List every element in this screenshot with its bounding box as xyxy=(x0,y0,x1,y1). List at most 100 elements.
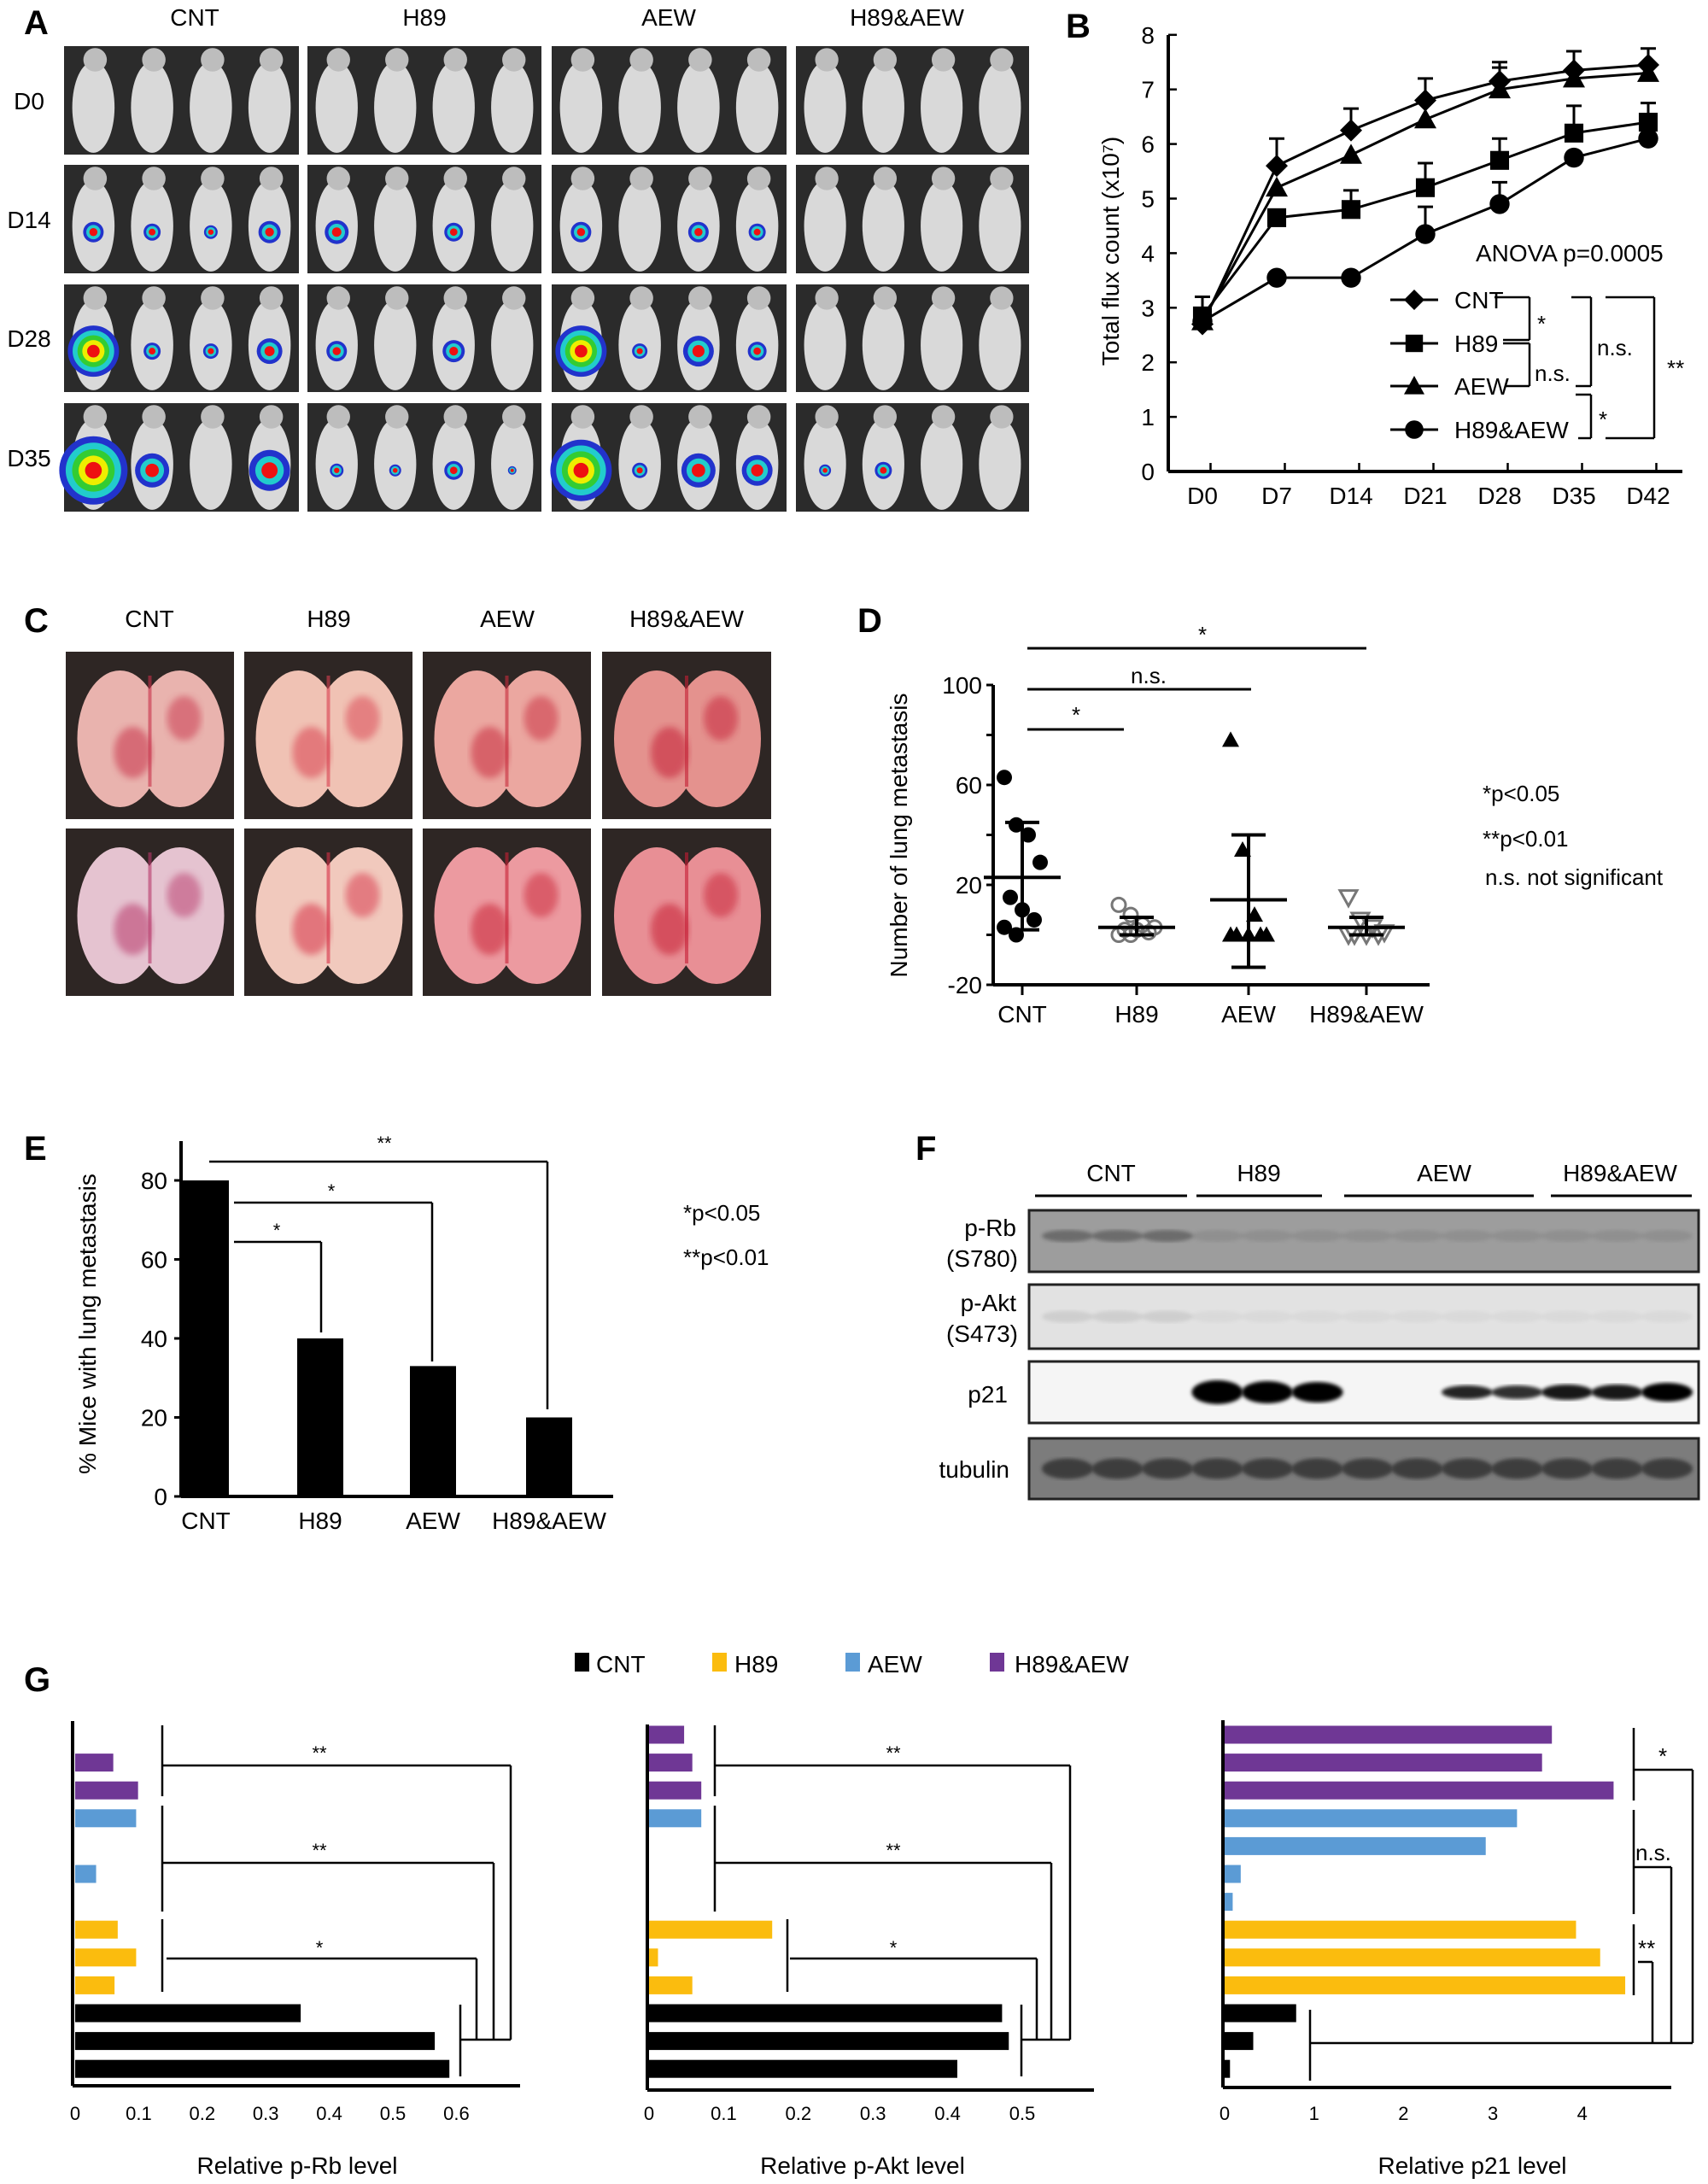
bar-aew xyxy=(1225,1893,1233,1912)
data-point xyxy=(1340,143,1362,164)
panel-c-group-aew: AEW xyxy=(480,606,535,632)
legend-marker xyxy=(1405,334,1424,353)
protein-band xyxy=(1391,1310,1443,1323)
x-tick-label: 0 xyxy=(1220,2103,1230,2124)
bar-h89aew xyxy=(649,1725,685,1744)
x-tick-label: H89&AEW xyxy=(492,1508,606,1534)
mouse-body xyxy=(491,180,534,272)
mouse-image-panel xyxy=(552,46,787,155)
panel-f-group-cnt: CNT xyxy=(1086,1160,1136,1186)
tissue-patch xyxy=(167,696,202,741)
mouse-body xyxy=(804,180,846,272)
chart-g1-xlabel: Relative p-Rb level xyxy=(197,2152,398,2179)
x-tick-label: H89&AEW xyxy=(1309,1001,1424,1028)
x-tick-label: CNT xyxy=(181,1508,231,1534)
mouse-body xyxy=(862,180,904,272)
protein-band xyxy=(1091,1310,1144,1323)
chart-b-sig-cnt-h89aew: ** xyxy=(1667,355,1684,381)
mouse-head xyxy=(385,167,409,190)
blot-label-pakt: p-Akt xyxy=(961,1290,1017,1316)
mouse-head xyxy=(502,405,526,429)
bar-cnt xyxy=(75,2032,436,2051)
protein-band xyxy=(1641,1458,1693,1479)
y-tick-label: 60 xyxy=(141,1247,167,1274)
bar-h89aew xyxy=(1225,1781,1614,1800)
protein-band xyxy=(1491,1230,1543,1242)
mouse-head xyxy=(815,48,839,72)
bar-h89aew xyxy=(75,1754,114,1772)
data-point xyxy=(1027,911,1042,928)
data-point xyxy=(1414,108,1436,129)
x-tick-label: 0 xyxy=(644,2103,654,2124)
mouse-body xyxy=(979,180,1021,272)
luminescence-signal xyxy=(822,467,828,473)
y-tick-label: 20 xyxy=(141,1405,167,1432)
data-point xyxy=(1222,926,1239,942)
mouse-image-panel xyxy=(552,165,787,273)
mouse-body xyxy=(190,61,232,153)
luminescence-signal xyxy=(149,348,156,355)
mouse-body xyxy=(677,61,720,153)
data-point xyxy=(1564,123,1584,143)
panel-label-e: E xyxy=(24,1130,47,1168)
bar-cnt xyxy=(1225,2004,1296,2023)
mouse-image-panel xyxy=(64,284,299,392)
bar-h89aew xyxy=(649,1781,702,1800)
g-legend-h89: H89 xyxy=(734,1651,778,1678)
bar-cnt xyxy=(75,2004,301,2023)
mouse-head xyxy=(815,167,839,190)
mouse-body xyxy=(921,419,963,510)
chart-e-sig-h89aew: ** xyxy=(377,1133,392,1154)
protein-band xyxy=(1591,1230,1643,1242)
luminescence-signal xyxy=(449,228,458,237)
tissue-patch xyxy=(704,696,738,741)
group-h89 xyxy=(1098,896,1175,943)
panel-label-f: F xyxy=(915,1130,936,1168)
chart-b-sig-cnt-h89: * xyxy=(1537,311,1546,337)
data-point xyxy=(1266,208,1287,227)
x-tick-label: D21 xyxy=(1403,483,1447,509)
chart-g2-sig-h89: * xyxy=(890,1937,898,1959)
mouse-body xyxy=(374,300,417,390)
luminescence-signal xyxy=(691,463,705,477)
mouse-image-panel xyxy=(796,46,1029,155)
mouse-head xyxy=(990,48,1014,72)
mouse-body xyxy=(248,61,291,153)
data-point xyxy=(1252,926,1269,942)
mouse-head xyxy=(259,405,284,429)
mouse-head xyxy=(931,48,956,72)
lung-photo xyxy=(66,652,234,819)
mouse-image-panel xyxy=(59,403,299,512)
blot-p-akt xyxy=(1027,1283,1700,1350)
protein-band xyxy=(1491,1310,1543,1323)
mouse-image-panel xyxy=(307,46,541,155)
mouse-head xyxy=(142,167,166,190)
protein-band xyxy=(1042,1230,1093,1242)
mouse-head xyxy=(326,286,350,310)
panel-a-group-cnt: CNT xyxy=(170,4,219,31)
chart-d-sig-aew: n.s. xyxy=(1131,663,1167,688)
mouse-image-panel xyxy=(796,403,1029,512)
luminescence-signal xyxy=(753,228,761,236)
bar-aew xyxy=(410,1366,456,1496)
chart-d-ylabel: Number of lung metastasis xyxy=(886,693,912,977)
chart-b-legend-aew: AEW xyxy=(1454,373,1509,400)
bar-cnt xyxy=(649,2059,957,2078)
x-tick-label: 0.2 xyxy=(786,2103,812,2124)
x-tick-label: 0.4 xyxy=(934,2103,961,2124)
panel-label-a: A xyxy=(24,4,49,42)
data-point xyxy=(1266,176,1288,197)
panel-a-group-h89: H89 xyxy=(402,4,446,31)
lung-photo xyxy=(244,652,412,819)
data-point xyxy=(1563,67,1585,88)
x-tick-label: 0.6 xyxy=(443,2103,470,2124)
legend-marker xyxy=(1404,376,1424,395)
panel-label-d: D xyxy=(857,602,882,640)
data-point xyxy=(997,770,1012,786)
protein-band xyxy=(1442,1385,1493,1399)
panel-c-group-h89: H89 xyxy=(307,606,350,632)
mouse-head xyxy=(931,286,956,310)
data-point xyxy=(1341,267,1361,288)
mouse-head xyxy=(873,286,898,310)
